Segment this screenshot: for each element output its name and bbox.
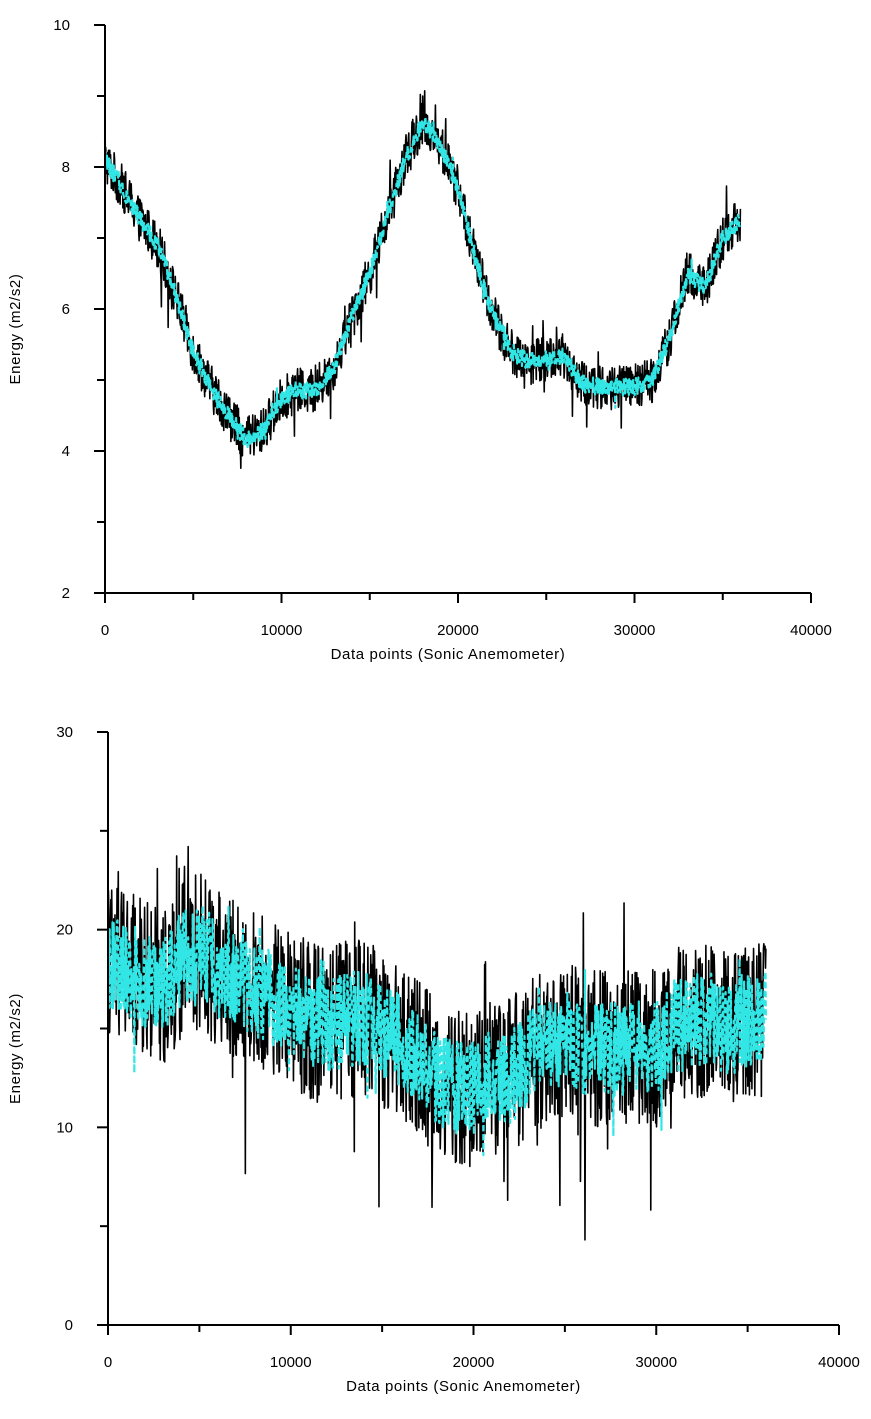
series-line-cyan-dashed bbox=[106, 904, 767, 1157]
series-line-black-solid bbox=[104, 90, 742, 470]
y-tick-label: 30 bbox=[56, 724, 73, 741]
x-tick-label: 0 bbox=[101, 622, 109, 639]
x-tick-label: 30000 bbox=[614, 622, 656, 639]
y-tick-label: 10 bbox=[56, 1119, 73, 1136]
y-tick-label: 20 bbox=[56, 922, 73, 939]
x-axis-title: Data points (Sonic Anemometer) bbox=[331, 646, 566, 663]
x-tick-label: 40000 bbox=[818, 1354, 860, 1371]
x-axis-title: Data points (Sonic Anemometer) bbox=[346, 1378, 581, 1395]
y-tick-label: 10 bbox=[53, 17, 70, 34]
x-tick-label: 10000 bbox=[270, 1354, 312, 1371]
x-tick-label: 30000 bbox=[635, 1354, 677, 1371]
x-tick-label: 20000 bbox=[437, 622, 479, 639]
y-tick-label: 6 bbox=[62, 301, 70, 318]
y-axis-title: Energy (m2/s2) bbox=[7, 274, 24, 385]
chart-top-energy: 2 4 6 8 10 0 10000 20000 30000 40000 Data points (… bbox=[7, 17, 832, 663]
y-axis-title: Energy (m2/s2) bbox=[7, 993, 24, 1104]
x-tick-label: 20000 bbox=[453, 1354, 495, 1371]
y-tick-label: 4 bbox=[62, 443, 70, 460]
x-tick-label: 40000 bbox=[790, 622, 832, 639]
y-tick-label: 2 bbox=[62, 585, 70, 602]
y-tick-label: 8 bbox=[62, 159, 70, 176]
chart-bottom-energy: 0 10 20 30 0 10000 20000 30000 40000 Data points … bbox=[7, 724, 860, 1395]
series-line-cyan-dashed bbox=[103, 115, 742, 449]
x-tick-label: 0 bbox=[104, 1354, 112, 1371]
x-tick-label: 10000 bbox=[261, 622, 303, 639]
y-tick-label: 0 bbox=[65, 1317, 73, 1334]
